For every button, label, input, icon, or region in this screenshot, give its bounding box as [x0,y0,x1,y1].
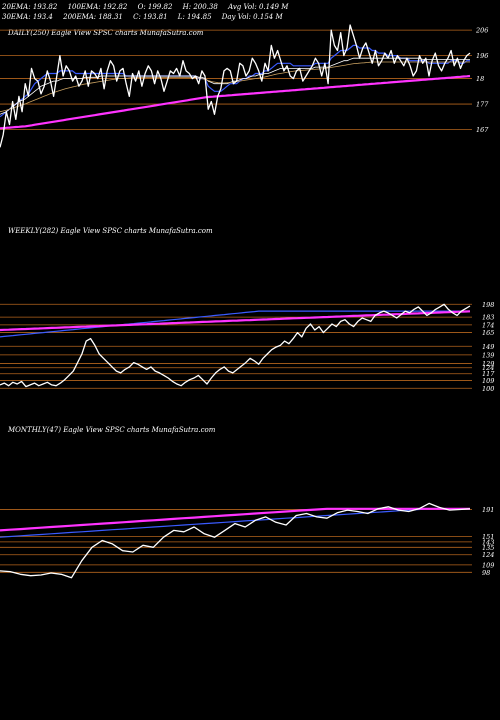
daily-tick-label: 177 [476,101,489,109]
monthly-price-line [0,502,471,579]
daily-price-line [0,24,471,148]
weekly-tick-label: 174 [482,321,494,329]
monthly-tick-label: 143 [482,538,494,546]
open-label: O: 199.82 [137,3,173,11]
close-label: C: 193.81 [133,13,168,21]
weekly-tick-label: 124 [482,364,494,372]
daily-tick-label: 196 [476,52,488,60]
weekly-tick-label: 183 [482,314,494,322]
daily-ema-mid-line [0,57,470,115]
ema100-label: 100EMA: 192.82 [67,3,128,11]
monthly-tick-label: 135 [482,544,494,552]
monthly-tick-label: 191 [482,506,494,514]
daily-ema-200-line [0,74,471,130]
ema30-label: 30EMA: 193.4 [2,13,53,21]
weekly-tick-label: 198 [482,301,494,309]
ema20-label: 20EMA: 193.82 [2,3,58,11]
weekly-ema-short-line [0,310,470,338]
monthly-title: MONTHLY(47) Eagle View SPSC charts Munaf… [7,426,216,434]
weekly-tick-label: 149 [482,343,494,351]
header-line-2: 30EMA: 193.4 200EMA: 188.31 C: 193.81 L:… [2,13,283,21]
daily-tick-label: 167 [476,126,489,134]
weekly-price-line [0,303,471,388]
monthly-tick-label: 151 [482,533,494,541]
day-vol-label: Day Vol: 0.154 M [221,13,283,21]
avg-vol-label: Avg Vol: 0.149 M [228,3,289,11]
weekly-tick-label: 100 [482,385,494,393]
high-label: H: 200.38 [182,3,218,11]
monthly-tick-label: 109 [482,561,494,569]
header-line-1: 20EMA: 193.82 100EMA: 192.82 O: 199.82 H… [2,3,288,11]
monthly-ema-200-line [0,507,470,532]
weekly-title: WEEKLY(282) Eagle View SPSC charts Munaf… [8,227,213,235]
monthly-tick-label: 98 [482,569,490,577]
daily-tick-label: 206 [475,27,488,35]
low-label: L: 194.85 [177,13,212,21]
weekly-ema-200-line [0,310,471,332]
daily-ema-short-line [0,44,470,118]
weekly-tick-label: 129 [482,360,494,368]
weekly-tick-label: 139 [482,351,494,359]
daily-tick-label: 18 [476,75,484,83]
daily-title: DAILY(250) Eagle View SPSC charts Munafa… [7,29,204,37]
weekly-tick-label: 165 [482,329,494,337]
monthly-ema-short-line [0,508,470,538]
weekly-tick-label: 117 [482,370,495,378]
weekly-tick-label: 109 [482,377,494,385]
ema200-label: 200EMA: 188.31 [63,13,123,21]
monthly-tick-label: 124 [482,551,494,559]
